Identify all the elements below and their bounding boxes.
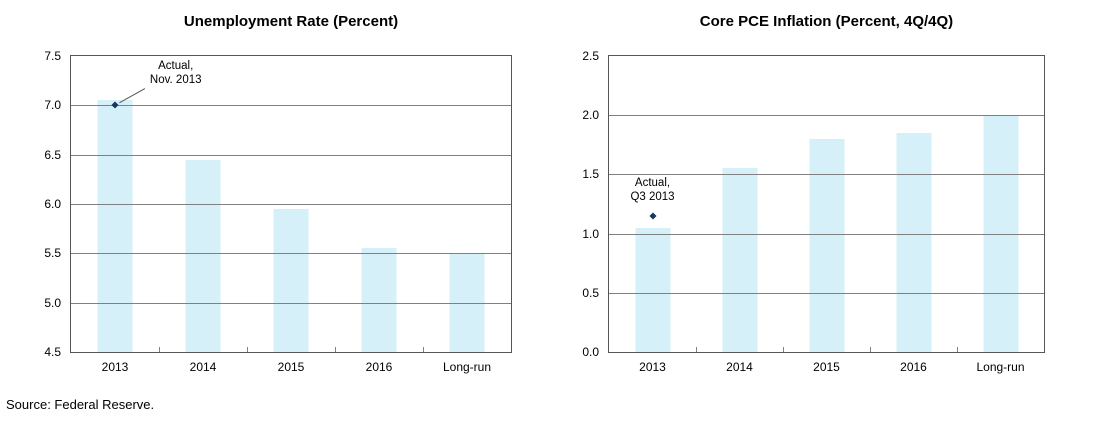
x-axis-tick	[783, 347, 784, 352]
bar-2013	[97, 100, 133, 352]
gridline	[71, 302, 511, 304]
annotation-line: Q3 2013	[630, 190, 675, 203]
y-tick-label: 5.0	[44, 295, 61, 310]
chart-title-core-pce: Core PCE Inflation (Percent, 4Q/4Q)	[699, 13, 954, 30]
x-category-label: 2014	[189, 360, 217, 374]
gridline	[71, 204, 511, 205]
x-category-label: 2016	[900, 360, 927, 374]
chart-unemployment-rate: Unemployment Rate (Percent) 4.5 5.0 5.5 6.0…	[44, 13, 512, 374]
plot-area-core-pce: 0.0 0.5 1.0 1.5 2.0 2.5 2013 2014 2015 2016 Long-r…	[582, 50, 1045, 374]
x-axis-tick	[957, 347, 958, 352]
bar-2015	[809, 138, 844, 352]
bar-2016	[896, 132, 931, 352]
y-tick-label: 7.0	[44, 98, 61, 113]
x-category-label: 2013	[639, 360, 666, 374]
y-tick-label: 6.0	[44, 197, 61, 211]
bar-2016	[361, 248, 397, 352]
gridline	[609, 233, 1044, 235]
x-axis-tick	[247, 347, 248, 352]
source-note: Source: Federal Reserve.	[6, 397, 155, 412]
x-axis-tick	[159, 347, 160, 352]
gridline	[71, 253, 511, 255]
y-tick-label: 0.5	[582, 285, 599, 300]
y-tick-label: 1.0	[582, 226, 599, 241]
y-tick-label: 0.0	[582, 345, 599, 359]
chart-title-unemployment: Unemployment Rate (Percent)	[183, 13, 399, 30]
y-tick-label: 1.5	[582, 167, 599, 182]
x-axis-tick	[696, 347, 697, 352]
gridline	[609, 174, 1044, 176]
annotation-leader-line	[71, 56, 511, 352]
y-tick-label: 4.5	[44, 345, 61, 359]
gridline	[609, 292, 1044, 294]
gridline	[609, 115, 1044, 117]
bar-2014	[185, 159, 221, 352]
x-category-label: 2016	[365, 360, 393, 374]
actual-value-annotation: Actual, Q3 2013	[630, 176, 674, 204]
annotation-line: Actual,	[158, 59, 194, 72]
y-tick-label: 2.5	[582, 49, 599, 63]
gridline	[71, 154, 511, 156]
plot-area-unemployment: 4.5 5.0 5.5 6.0 6.5 7.0 7.5 2013 2014 2015 2016 Lon…	[44, 50, 512, 374]
y-tick-label: 5.5	[44, 246, 61, 261]
x-axis-tick	[870, 347, 871, 352]
y-tick-label: 2.0	[582, 108, 599, 123]
actual-diamond-marker	[648, 212, 657, 220]
bar-2014	[722, 168, 757, 352]
annotation-line: Nov. 2013	[149, 73, 202, 86]
x-category-label: Long-run	[442, 360, 492, 374]
x-category-label: 2013	[101, 360, 129, 374]
x-axis-tick	[423, 347, 424, 352]
bar-2013	[635, 227, 670, 352]
y-tick-label: 6.5	[44, 147, 61, 162]
x-category-label: 2015	[813, 360, 840, 374]
x-axis-tick	[335, 347, 336, 352]
chart-core-pce-inflation: Core PCE Inflation (Percent, 4Q/4Q) 0.0 0…	[547, 0, 1094, 421]
gridline	[71, 105, 511, 107]
y-tick-label: 7.5	[44, 49, 61, 63]
actual-value-annotation: Actual, Nov. 2013	[150, 59, 202, 87]
annotation-line: Actual,	[634, 176, 671, 189]
x-category-label: Long-run	[976, 360, 1025, 374]
x-category-label: 2015	[277, 360, 305, 374]
x-category-label: 2014	[726, 360, 753, 374]
bar-2015	[273, 208, 309, 352]
